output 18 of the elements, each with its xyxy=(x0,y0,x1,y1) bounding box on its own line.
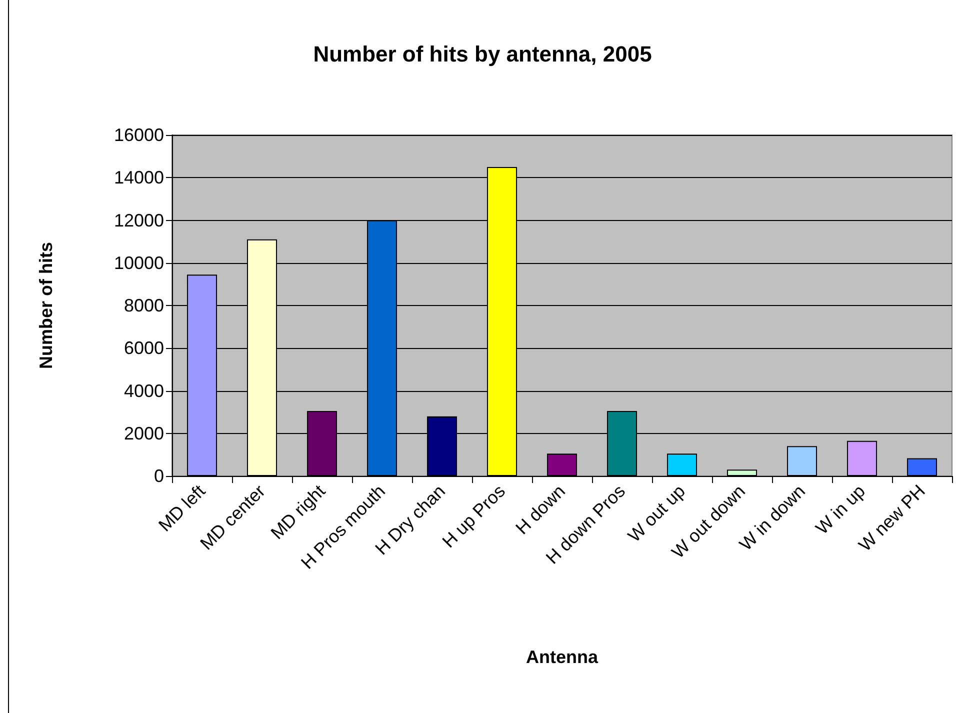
y-tick-label: 4000 xyxy=(124,380,164,401)
y-tick-label: 14000 xyxy=(114,168,164,188)
y-tick-label: 16000 xyxy=(114,125,164,145)
x-axis-title: Antenna xyxy=(526,647,599,667)
y-axis-title: Number of hits xyxy=(36,242,56,370)
chart-title: Number of hits by antenna, 2005 xyxy=(313,42,652,66)
y-tick-label: 8000 xyxy=(124,296,164,316)
bar xyxy=(547,454,577,476)
y-tick-label: 10000 xyxy=(114,252,164,273)
y-tick-label: 12000 xyxy=(114,210,164,230)
bar xyxy=(907,458,937,476)
bar xyxy=(727,470,757,476)
bar xyxy=(847,440,877,476)
y-tick-label: 0 xyxy=(154,466,164,486)
bar xyxy=(667,454,697,476)
y-tick-label: 6000 xyxy=(124,338,164,358)
bar xyxy=(787,446,817,476)
y-tick-label: 2000 xyxy=(124,423,164,444)
